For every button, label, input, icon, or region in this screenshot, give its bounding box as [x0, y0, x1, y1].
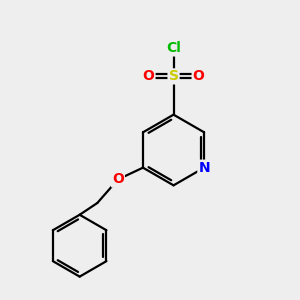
Text: N: N	[198, 161, 210, 175]
Text: S: S	[169, 69, 178, 83]
Text: O: O	[193, 69, 205, 83]
Text: Cl: Cl	[166, 41, 181, 56]
Text: O: O	[142, 69, 154, 83]
Text: O: O	[112, 172, 124, 186]
